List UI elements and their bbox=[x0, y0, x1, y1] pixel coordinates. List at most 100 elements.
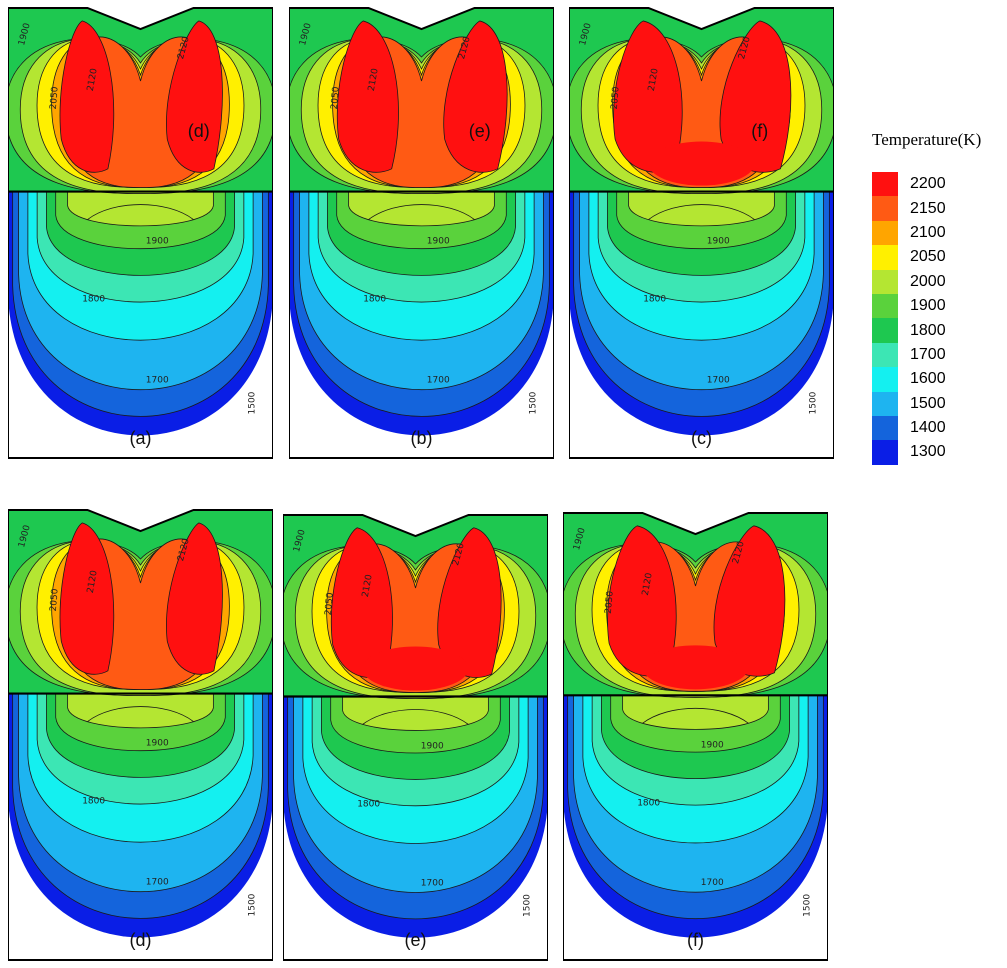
contour-value-label: 1900 bbox=[707, 237, 730, 247]
legend-item: 1700 bbox=[872, 342, 1002, 368]
contour-value-label: 2120 bbox=[641, 572, 655, 597]
legend-swatch bbox=[872, 172, 898, 197]
contour-value-label: 1700 bbox=[146, 376, 169, 386]
legend-label: 2100 bbox=[910, 223, 946, 241]
contour-value-label: 2050 bbox=[330, 86, 342, 110]
legend-swatch bbox=[872, 391, 898, 416]
hot-core bbox=[330, 527, 393, 678]
contour-value-label: 2120 bbox=[647, 67, 661, 92]
legend-label: 1500 bbox=[910, 394, 946, 412]
contour-panel-d: 2120 2120 2050 1900 1900 1800 1700 1500 (d) bbox=[8, 507, 273, 962]
hot-core bbox=[443, 20, 508, 173]
contour-value-label: 1500 bbox=[528, 391, 538, 414]
panel-inner-label: (d) bbox=[188, 121, 210, 141]
lower-isoline bbox=[362, 709, 469, 725]
contour-value-label: 2120 bbox=[367, 67, 381, 92]
panel-border bbox=[8, 509, 273, 961]
legend-item: 2150 bbox=[872, 196, 1002, 221]
legend-label: 1800 bbox=[910, 321, 946, 339]
hot-core bbox=[336, 20, 399, 173]
lower-isoline bbox=[87, 706, 194, 722]
panel-border bbox=[8, 7, 273, 459]
contour-value-label: 1800 bbox=[82, 797, 105, 807]
contour-value-label: 2120 bbox=[86, 67, 100, 92]
contour-value-label: 1500 bbox=[522, 894, 532, 917]
legend-item: 2050 bbox=[872, 245, 1002, 270]
panel-inner-label: (e) bbox=[469, 121, 491, 141]
panel-label: (b) bbox=[411, 428, 433, 448]
legend-swatch bbox=[872, 245, 898, 270]
contour-value-label: 1700 bbox=[421, 879, 444, 889]
legend-label: 2200 bbox=[910, 175, 946, 193]
contour-value-label: 1500 bbox=[247, 893, 257, 916]
panel-inner-label: (f) bbox=[751, 121, 768, 141]
panel-label: (f) bbox=[687, 930, 704, 950]
contour-value-label: 1800 bbox=[82, 295, 105, 305]
hot-core bbox=[713, 525, 786, 677]
panel-label: (d) bbox=[130, 930, 152, 950]
legend-swatch bbox=[872, 367, 898, 392]
contour-value-label: 1900 bbox=[146, 739, 169, 749]
contour-value-label: 1700 bbox=[707, 376, 730, 386]
legend-label: 2050 bbox=[910, 248, 946, 266]
legend-swatch bbox=[872, 440, 898, 465]
hot-core-merged bbox=[642, 645, 749, 690]
legend-title: Temperature(K) bbox=[872, 130, 982, 149]
lower-isoline bbox=[648, 204, 755, 220]
contour-value-label: 2050 bbox=[610, 86, 622, 110]
contour-panel-f: 2120 2120 2050 1900 1900 1800 1700 1500 (f) bbox=[563, 510, 828, 962]
legend-item: 1400 bbox=[872, 415, 1002, 441]
contour-panel-a: 2120 2120 2050 1900 1900 1800 1700 1500 (a) (d) bbox=[8, 5, 273, 460]
lower-isoline bbox=[87, 204, 194, 220]
legend-label: 1700 bbox=[910, 345, 946, 363]
contour-value-label: 1800 bbox=[643, 295, 666, 305]
contour-panel-b: 2120 2120 2050 1900 1900 1800 1700 1500 (b) (e) bbox=[289, 5, 554, 460]
hot-core-merged bbox=[648, 141, 755, 186]
legend-swatch bbox=[872, 269, 898, 294]
legend-label: 2150 bbox=[910, 199, 946, 217]
hot-core bbox=[607, 525, 677, 677]
panel-border bbox=[563, 512, 828, 961]
panel-border bbox=[283, 514, 548, 961]
legend-label: 1900 bbox=[910, 297, 946, 315]
legend-item: 1600 bbox=[872, 367, 1002, 392]
hot-core bbox=[166, 522, 223, 675]
contour-value-label: 2050 bbox=[49, 588, 61, 612]
contour-value-label: 1800 bbox=[363, 295, 386, 305]
temperature-legend: Temperature(K) 2200 2150 2100 2050 2000 1900 1… bbox=[872, 130, 1002, 465]
legend-item: 2200 bbox=[872, 172, 1002, 197]
contour-value-label: 1900 bbox=[146, 237, 169, 247]
legend-label: 1400 bbox=[910, 419, 946, 437]
hot-core bbox=[613, 20, 683, 173]
contour-value-label: 2050 bbox=[324, 592, 336, 616]
panel-border bbox=[569, 7, 834, 459]
panel-border bbox=[289, 7, 554, 459]
contour-value-label: 1800 bbox=[637, 798, 660, 808]
contour-value-label: 1900 bbox=[421, 742, 444, 752]
contour-value-label: 1900 bbox=[427, 237, 450, 247]
legend-scale: 2200 2150 2100 2050 2000 1900 1800 1700 1600 1500… bbox=[872, 172, 1002, 465]
contour-value-label: 1700 bbox=[701, 878, 724, 888]
hot-core bbox=[719, 20, 792, 173]
contour-value-label: 2120 bbox=[86, 569, 100, 594]
contour-value-label: 2050 bbox=[604, 590, 616, 614]
legend-item: 1300 bbox=[872, 440, 1002, 465]
legend-item: 2000 bbox=[872, 269, 1002, 294]
legend-label: 1300 bbox=[910, 443, 946, 461]
hot-core bbox=[59, 522, 115, 675]
legend-swatch bbox=[872, 415, 898, 441]
contour-value-label: 1500 bbox=[802, 894, 812, 917]
hot-core bbox=[437, 527, 502, 678]
contour-panel-c: 2120 2120 2050 1900 1900 1800 1700 1500 (c) (f) bbox=[569, 5, 834, 460]
legend-item: 1500 bbox=[872, 391, 1002, 416]
legend-label: 1600 bbox=[910, 370, 946, 388]
contour-value-label: 1800 bbox=[357, 800, 380, 810]
contour-value-label: 1900 bbox=[701, 740, 724, 750]
contour-value-label: 2120 bbox=[361, 573, 375, 598]
legend-item: 2100 bbox=[872, 220, 1002, 246]
